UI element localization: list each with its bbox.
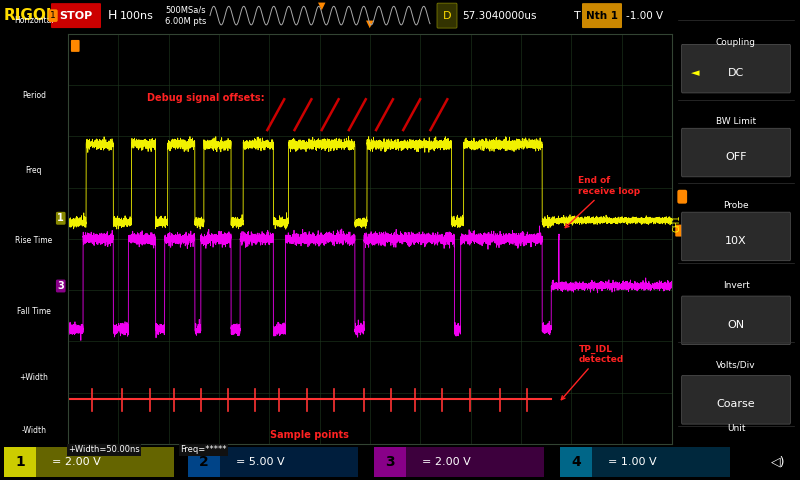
Text: +Width: +Width (19, 373, 49, 382)
Text: 3: 3 (385, 455, 395, 469)
Text: T: T (676, 226, 682, 236)
Text: RIGOL: RIGOL (4, 8, 57, 23)
Text: 4: 4 (571, 455, 581, 469)
FancyBboxPatch shape (188, 447, 358, 477)
Text: Volts/Div: Volts/Div (716, 360, 756, 369)
Text: T: T (679, 192, 685, 202)
Text: T: T (574, 11, 581, 21)
Text: 2: 2 (199, 455, 209, 469)
Text: = 5.00 V: = 5.00 V (236, 457, 285, 467)
Text: -1.00 V: -1.00 V (626, 11, 663, 21)
FancyBboxPatch shape (682, 375, 790, 424)
Text: Period: Period (22, 91, 46, 100)
Text: 3: 3 (58, 281, 64, 291)
Text: ◁): ◁) (770, 456, 785, 468)
Text: 500MSa/s: 500MSa/s (165, 6, 206, 15)
Text: Freq: Freq (26, 166, 42, 175)
Text: ▼: ▼ (318, 1, 326, 11)
Text: Freq=*****: Freq=***** (180, 445, 226, 455)
Text: STOP: STOP (59, 11, 93, 21)
Text: = 1.00 V: = 1.00 V (608, 457, 657, 467)
Text: Debug signal offsets:: Debug signal offsets: (146, 93, 264, 103)
Text: Nth 1: Nth 1 (586, 11, 618, 21)
Text: Invert: Invert (722, 280, 750, 289)
Text: 1: 1 (50, 11, 56, 20)
Text: 1: 1 (15, 455, 25, 469)
Text: TP_IDL
detected: TP_IDL detected (562, 344, 624, 400)
Text: Rise Time: Rise Time (15, 236, 53, 245)
FancyBboxPatch shape (437, 3, 457, 28)
Text: Fall Time: Fall Time (17, 307, 51, 316)
FancyBboxPatch shape (682, 212, 790, 261)
Text: +Width=50.00ns: +Width=50.00ns (68, 445, 140, 455)
Text: Unit: Unit (726, 424, 746, 433)
FancyBboxPatch shape (374, 447, 544, 477)
Text: ▼: ▼ (366, 19, 374, 29)
Text: CH1: CH1 (673, 215, 682, 232)
Text: -Width: -Width (22, 426, 46, 435)
FancyBboxPatch shape (682, 44, 790, 93)
Text: 57.3040000us: 57.3040000us (462, 11, 537, 21)
Text: = 2.00 V: = 2.00 V (422, 457, 470, 467)
Text: Sample points: Sample points (270, 430, 349, 440)
Text: T: T (72, 41, 78, 51)
Text: BW Limit: BW Limit (716, 117, 756, 126)
Text: ON: ON (727, 320, 745, 330)
Text: = 2.00 V: = 2.00 V (52, 457, 101, 467)
Text: D: D (442, 11, 451, 21)
Text: Coarse: Coarse (717, 399, 755, 409)
Text: OFF: OFF (726, 152, 746, 162)
Text: H: H (108, 9, 118, 22)
FancyBboxPatch shape (560, 447, 592, 477)
Text: End of
receive loop: End of receive loop (566, 176, 641, 228)
FancyBboxPatch shape (682, 128, 790, 177)
FancyBboxPatch shape (374, 447, 406, 477)
Text: 10X: 10X (725, 236, 747, 246)
Text: 100ns: 100ns (120, 11, 154, 21)
Text: Coupling: Coupling (716, 37, 756, 47)
Text: DC: DC (728, 68, 744, 78)
Text: Horizontal: Horizontal (14, 15, 54, 24)
FancyBboxPatch shape (560, 447, 730, 477)
FancyBboxPatch shape (682, 296, 790, 345)
FancyBboxPatch shape (4, 447, 36, 477)
Text: ◄: ◄ (690, 68, 699, 78)
Text: Probe: Probe (723, 201, 749, 210)
FancyBboxPatch shape (51, 3, 101, 28)
FancyBboxPatch shape (4, 447, 174, 477)
FancyBboxPatch shape (582, 3, 622, 28)
Text: 1: 1 (58, 213, 64, 223)
FancyBboxPatch shape (188, 447, 220, 477)
Text: 6.00M pts: 6.00M pts (165, 17, 206, 26)
